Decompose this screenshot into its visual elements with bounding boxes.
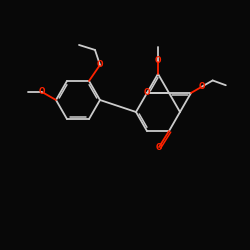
Text: O: O [144,88,150,98]
Text: O: O [39,88,45,96]
Text: O: O [199,82,205,91]
Text: O: O [155,56,161,66]
Text: O: O [97,60,103,70]
Text: O: O [156,142,162,152]
